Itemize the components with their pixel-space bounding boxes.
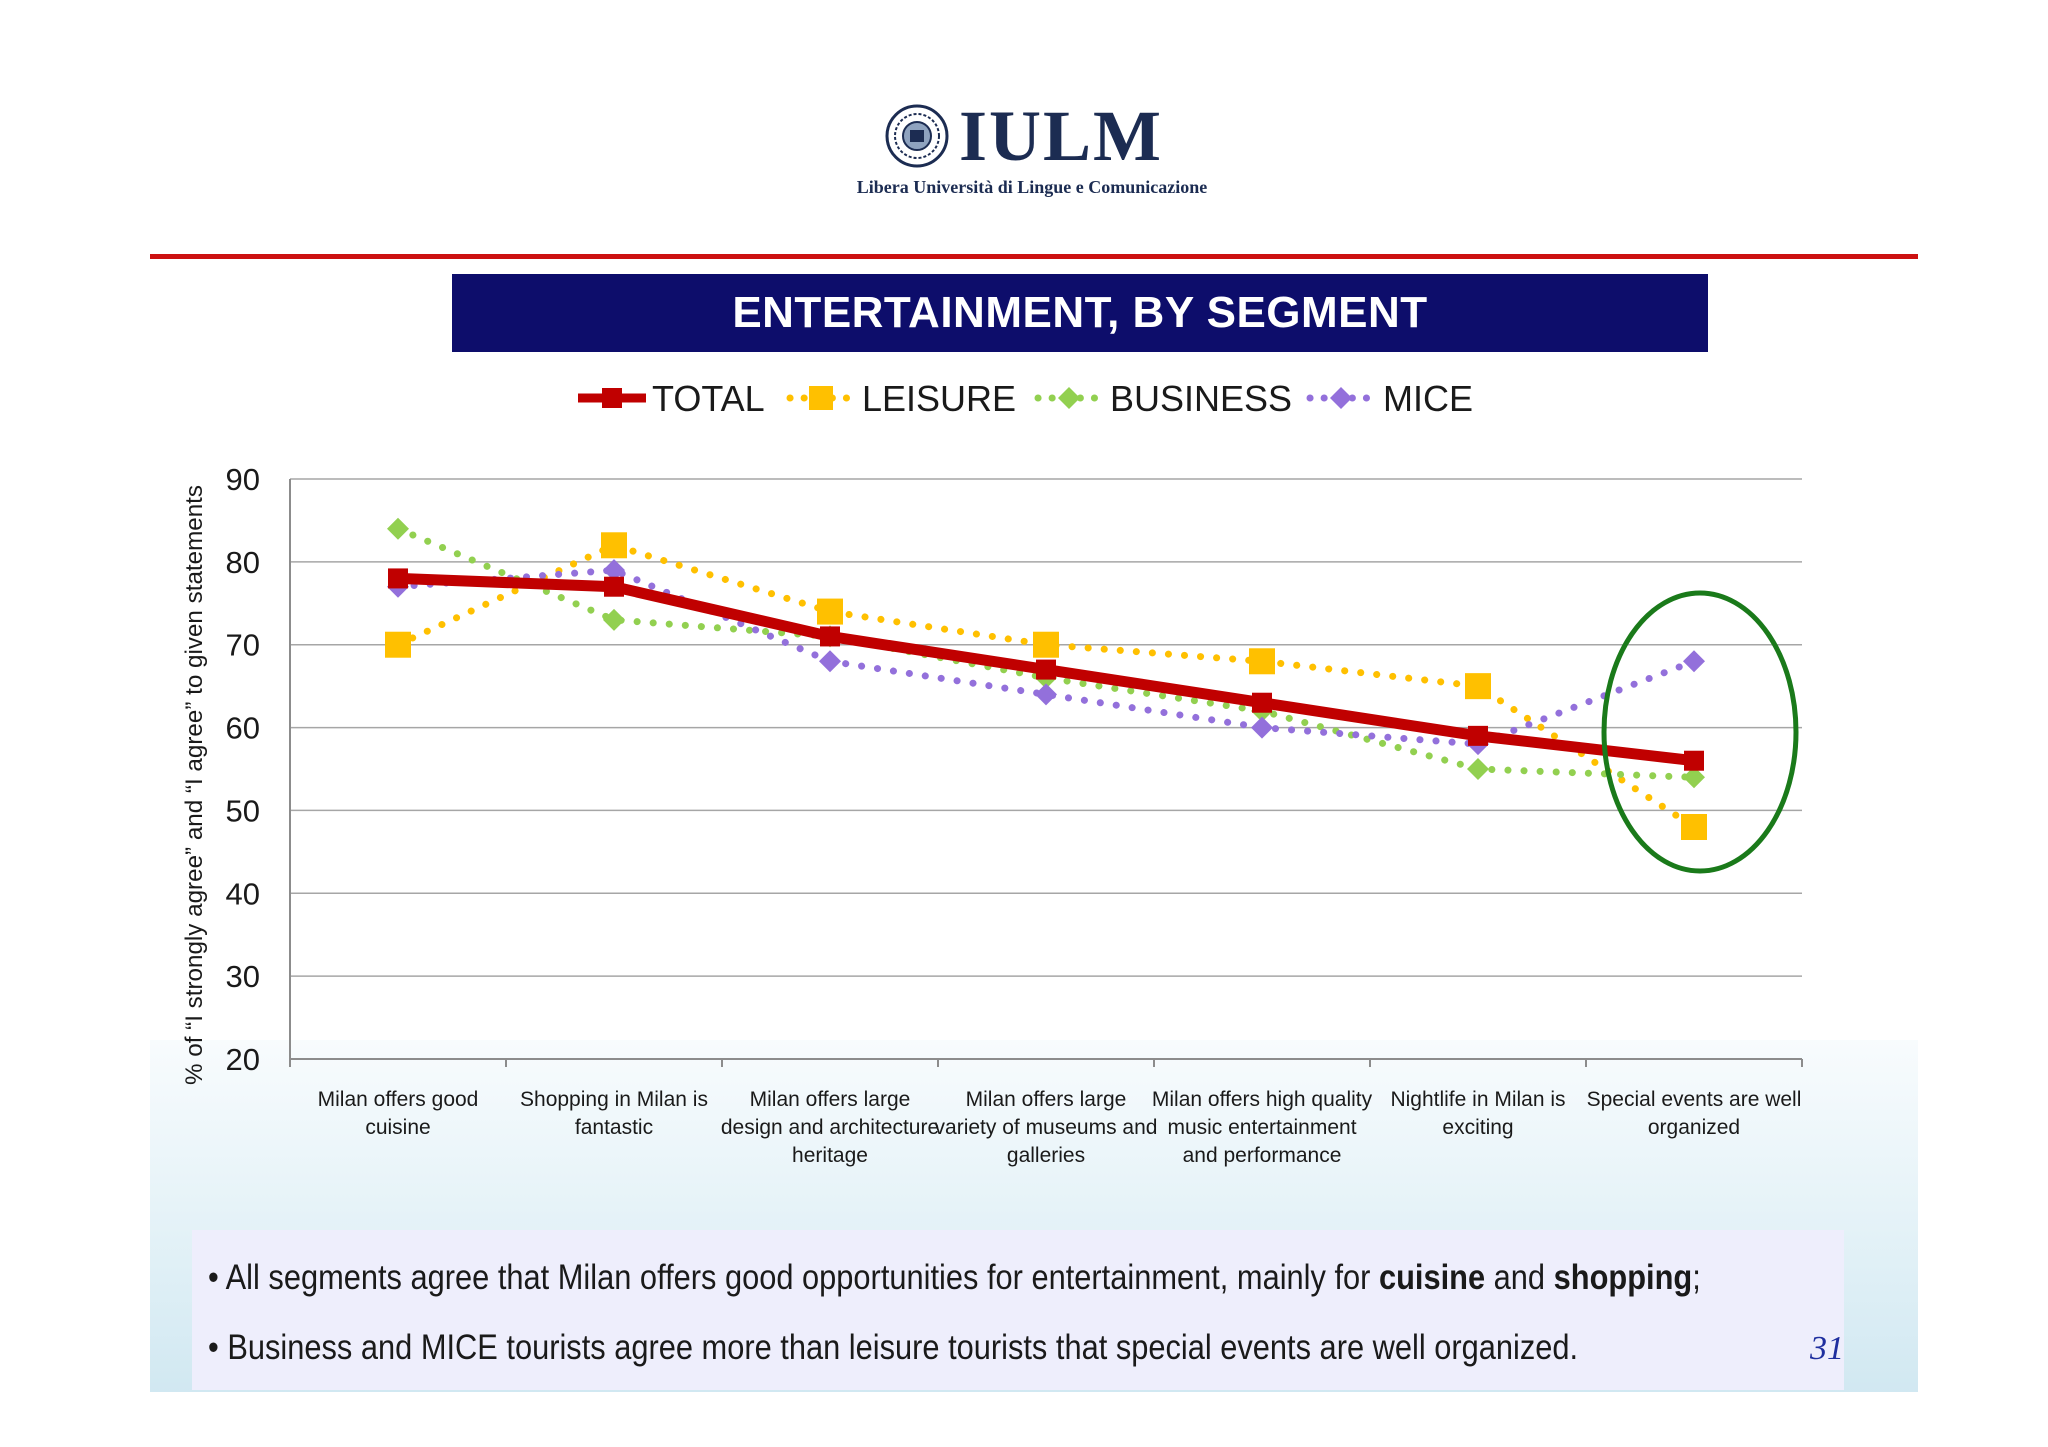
- x-category-label: Milan offers large variety of museums and…: [935, 1088, 1158, 1167]
- legend-marker: [602, 388, 622, 408]
- y-tick-label: 20: [226, 1042, 260, 1077]
- data-point: [817, 598, 843, 625]
- legend-label-mice: MICE: [1383, 378, 1473, 419]
- y-tick-label: 90: [226, 462, 260, 497]
- page-number: 31: [1810, 1330, 1844, 1367]
- header-rule: [150, 254, 1918, 259]
- data-point: [388, 568, 408, 589]
- data-point: [1249, 648, 1275, 675]
- y-tick-label: 80: [226, 545, 260, 580]
- data-point: [1035, 683, 1057, 706]
- data-point: [1033, 631, 1059, 658]
- bullet-1: • All segments agree that Milan offers g…: [208, 1258, 1701, 1297]
- university-seal-icon: [885, 104, 949, 168]
- y-tick-label: 30: [226, 959, 260, 994]
- line-chart: 20 30 40 50 60 70 80 90 Milan offers good cuisine…: [181, 378, 1803, 1167]
- data-point: [604, 576, 624, 597]
- data-point: [1681, 814, 1707, 840]
- x-category-label: Special events are well organized: [1587, 1088, 1802, 1139]
- slide-title: ENTERTAINMENT, BY SEGMENT: [452, 274, 1708, 352]
- data-point: [1467, 758, 1489, 780]
- data-point: [1252, 692, 1272, 713]
- y-tick-label: 50: [226, 793, 260, 828]
- x-category-label: Milan offers large design and architectur…: [721, 1088, 939, 1167]
- data-point: [1683, 766, 1705, 789]
- data-point: [1251, 716, 1273, 739]
- data-point: [1036, 659, 1056, 680]
- y-axis-label: % of “I strongly agree” and “I agree” to…: [181, 485, 208, 1085]
- y-tick-label: 60: [226, 711, 260, 746]
- summary-box: [192, 1230, 1844, 1390]
- bullet-2: • Business and MICE tourists agree more …: [208, 1328, 1579, 1367]
- y-tick-label: 40: [226, 876, 260, 911]
- legend-marker: [1058, 387, 1080, 409]
- data-point: [603, 559, 625, 582]
- legend-label-business: BUSINESS: [1110, 378, 1292, 419]
- data-point: [820, 626, 840, 647]
- data-point: [1684, 750, 1704, 771]
- data-point: [819, 650, 841, 673]
- data-point: [387, 517, 409, 540]
- data-point: [1683, 650, 1705, 673]
- data-point: [1465, 673, 1491, 700]
- legend-marker: [809, 386, 833, 410]
- legend-label-total: TOTAL: [652, 378, 765, 419]
- x-category-label: Milan offers high quality music entertain…: [1152, 1088, 1373, 1167]
- iulm-logo: IULM Libera Università di Lingue e Comun…: [0, 100, 2048, 198]
- logo-subtitle: Libera Università di Lingue e Comunicazi…: [856, 177, 1208, 197]
- legend-label-leisure: LEISURE: [862, 378, 1016, 419]
- data-point: [603, 608, 625, 631]
- x-category-label: Milan offers good cuisine: [318, 1088, 479, 1139]
- y-tick-label: 70: [226, 628, 260, 663]
- logo-wordmark: IULM: [959, 96, 1163, 176]
- x-category-label: Nightlife in Milan is exciting: [1390, 1088, 1565, 1139]
- data-point: [601, 532, 627, 559]
- data-point: [385, 631, 411, 658]
- x-category-label: Shopping in Milan is fantastic: [520, 1088, 708, 1139]
- highlight-ellipse: [1601, 590, 1799, 874]
- legend-marker: [1330, 387, 1352, 409]
- data-point: [1468, 725, 1488, 746]
